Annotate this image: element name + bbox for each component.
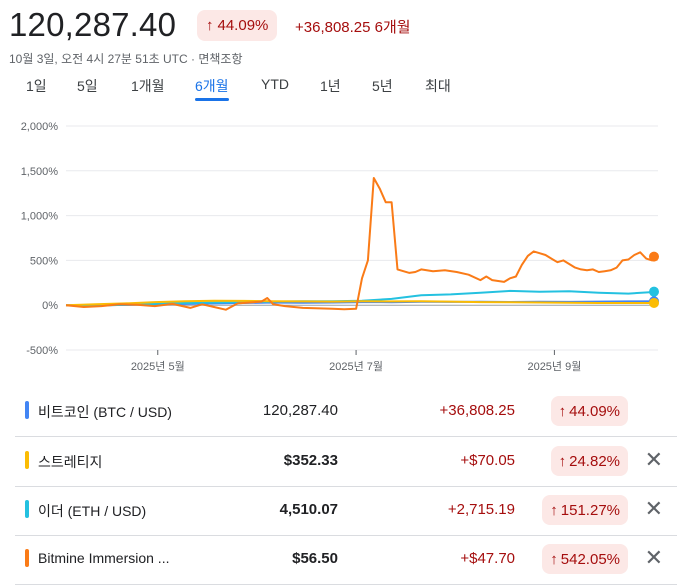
close-icon[interactable]: ✕ [644,545,663,570]
price-value: 120,287.40 [9,6,177,43]
comparison-row[interactable]: 스트레티지 $352.33 +$70.05 ↑ 24.82% ✕ [15,437,677,487]
tab-1d[interactable]: 1일 [26,78,47,94]
chart-series-lines [65,177,659,311]
row-name: 비트코인 (BTC / USD) [38,404,172,420]
row-change-absolute: +$47.70 [460,550,515,567]
tab-1m[interactable]: 1개월 [131,78,165,94]
tab-ytd[interactable]: YTD [261,76,289,92]
y-tick-label: 2,000% [21,121,59,133]
close-icon[interactable]: ✕ [644,496,663,521]
arrow-up-icon: ↑ [558,402,567,420]
row-change-absolute: +$70.05 [460,452,515,469]
row-value: 120,287.40 [262,402,338,419]
tab-1y[interactable]: 1년 [320,78,341,94]
arrow-up-icon: ↑ [550,501,558,519]
row-change-percent-badge: ↑ 44.09% [550,396,628,426]
series-color-marker [25,401,29,419]
row-change-percent-text: 151.27% [560,501,620,519]
series-endpoint [649,286,659,297]
row-change-percent-badge: ↑ 542.05% [542,544,628,574]
row-change-percent-badge: ↑ 24.82% [550,446,628,476]
x-tick-label: 2025년 9월 [527,360,581,373]
series-color-marker [25,451,29,469]
row-value: $56.50 [292,550,338,567]
row-name: 이더 (ETH / USD) [38,503,147,519]
series-line [65,177,659,311]
arrow-up-icon: ↑ [206,17,214,34]
y-tick-label: -500% [26,345,58,357]
y-tick-label: 1,000% [21,211,59,223]
tab-6m[interactable]: 6개월 [195,78,229,101]
timestamp-disclaimer: 10월 3일, 오전 4시 27분 51초 UTC · 면책조항 [9,52,243,66]
series-endpoint [649,297,659,308]
comparison-row[interactable]: 비트코인 (BTC / USD) 120,287.40 +36,808.25 ↑ 44.… [15,387,677,437]
change-percent-text: 44.09% [217,17,269,34]
tab-5y[interactable]: 5년 [372,78,393,94]
series-color-marker [25,549,29,567]
series-line [65,299,658,307]
row-change-absolute: +2,715.19 [447,501,515,518]
arrow-up-icon: ↑ [558,452,567,470]
comparison-row[interactable]: Bitmine Immersion ... $56.50 +$47.70 ↑ 542.0… [15,535,677,585]
x-tick-label: 2025년 5월 [131,360,185,373]
row-change-percent-text: 542.05% [560,550,620,568]
comparison-chart[interactable]: 2,000%1,500%1,000%500%0%-500% 2025년 5월 20… [0,112,681,387]
tab-max[interactable]: 최대 [425,78,451,94]
row-change-absolute: +36,808.25 [439,402,516,419]
close-icon[interactable]: ✕ [644,447,663,472]
row-value: $352.33 [283,452,338,469]
change-absolute: +36,808.25 6개월 [295,19,411,36]
series-color-marker [25,500,29,518]
y-tick-label: 0% [42,300,58,312]
row-name: 스트레티지 [38,454,103,470]
comparison-row[interactable]: 이더 (ETH / USD) 4,510.07 +2,715.19 ↑ 151.27% ✕ [15,486,677,536]
series-endpoint [649,251,659,262]
chart-series-endpoints [649,251,659,308]
arrow-up-icon: ↑ [550,550,558,568]
row-value: 4,510.07 [279,501,338,518]
row-change-percent-text: 44.09% [569,402,620,420]
time-range-tabs: 1일 5일 1개월 6개월 YTD 1년 5년 최대 [0,76,681,104]
y-tick-label: 500% [30,255,58,267]
tab-5d[interactable]: 5일 [77,78,98,94]
row-change-percent-badge: ↑ 151.27% [542,495,628,525]
y-tick-label: 1,500% [21,166,59,178]
chart-grid [66,125,658,351]
x-tick-label: 2025년 7월 [329,360,383,373]
row-name: Bitmine Immersion ... [38,550,170,566]
x-axis-ticks: 2025년 5월 2025년 7월 2025년 9월 [131,350,581,373]
change-percent-badge: ↑ 44.09% [197,10,278,41]
row-change-percent-text: 24.82% [569,452,620,470]
y-axis-ticks: 2,000% 1,500% 1,000% 500% 0% -500% [21,121,59,357]
